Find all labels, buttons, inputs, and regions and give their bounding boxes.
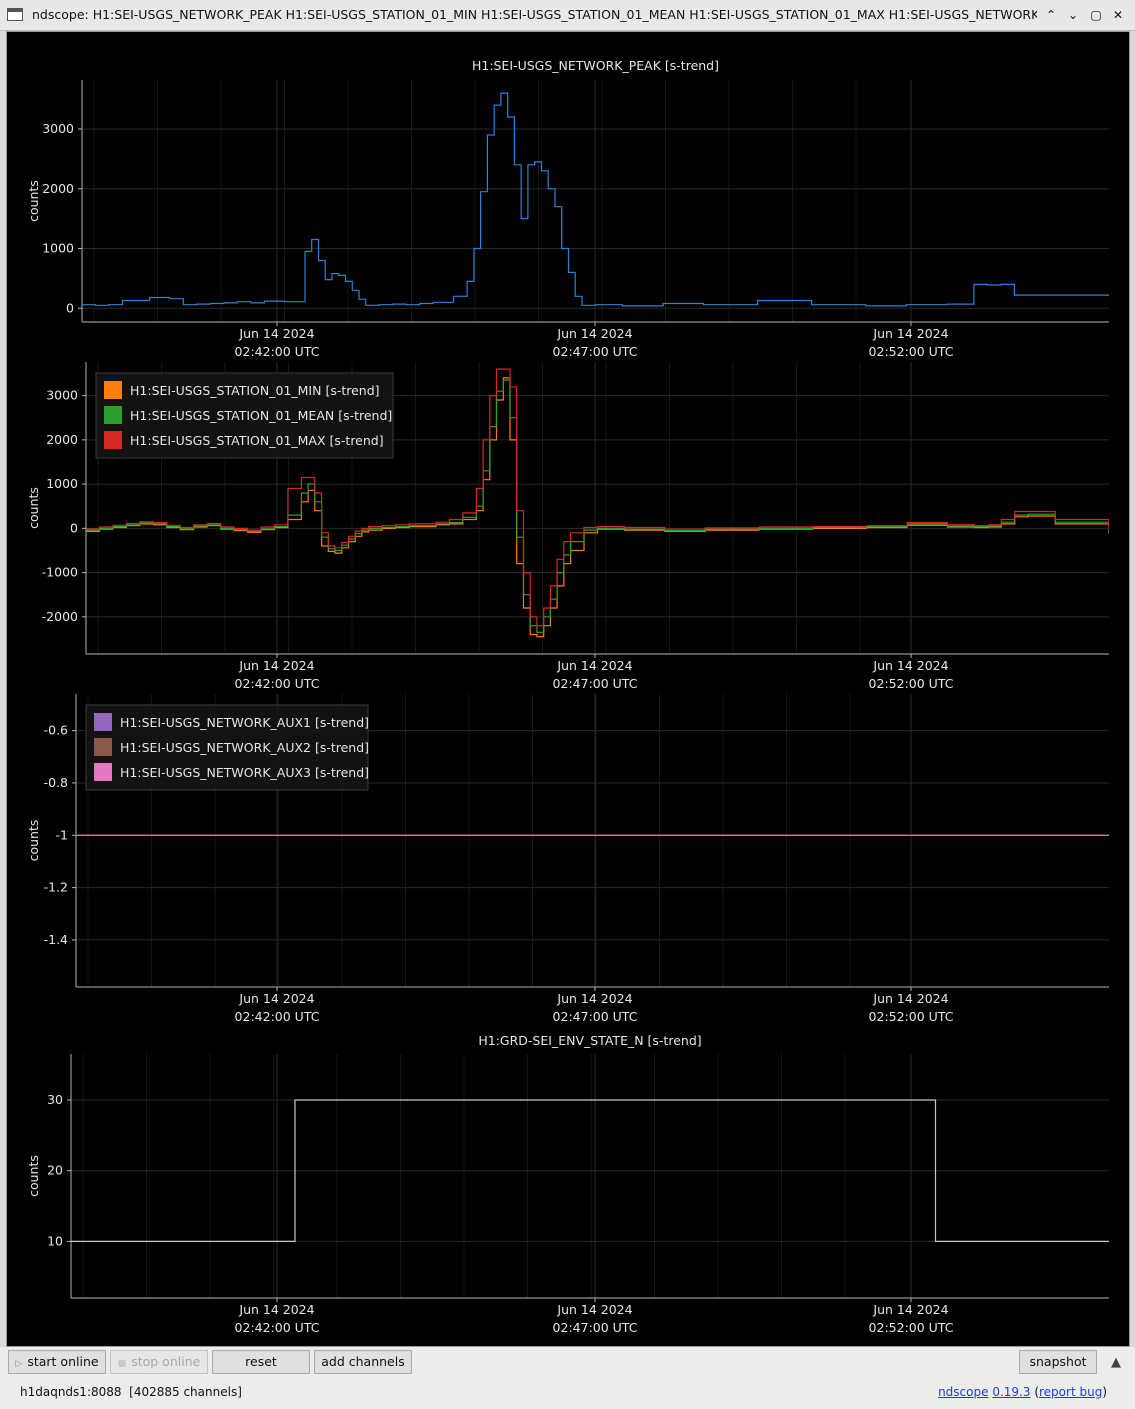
restore-icon[interactable]: ⌄ bbox=[1067, 8, 1079, 22]
y-tick-label: -0.6 bbox=[44, 723, 68, 738]
expand-panel-icon[interactable]: ▲ bbox=[1111, 1355, 1121, 1370]
y-axis-label: counts bbox=[26, 180, 41, 222]
close-icon[interactable]: ✕ bbox=[1112, 8, 1124, 22]
x-tick-date-label: Jun 14 2024 bbox=[872, 326, 948, 341]
y-tick-label: 3000 bbox=[46, 388, 78, 403]
app-window-icon bbox=[7, 8, 23, 21]
legend-entry-label: H1:SEI-USGS_STATION_01_MAX [s-trend] bbox=[130, 433, 384, 448]
legend-entry-label: H1:SEI-USGS_STATION_01_MEAN [s-trend] bbox=[130, 408, 392, 423]
report-bug-link[interactable]: report bug bbox=[1039, 1385, 1103, 1399]
start-online-label: start online bbox=[27, 1354, 99, 1369]
chart-panel-4 bbox=[67, 1054, 1109, 1302]
add-channels-button[interactable]: add channels bbox=[314, 1350, 412, 1374]
chart-title: H1:SEI-USGS_NETWORK_PEAK [s-trend] bbox=[472, 58, 719, 73]
series-line-1 bbox=[71, 1099, 1109, 1242]
x-tick-time-label: 02:52:00 UTC bbox=[869, 1320, 954, 1335]
legend-entry-label: H1:SEI-USGS_STATION_01_MIN [s-trend] bbox=[130, 383, 380, 398]
legend-entry-label: H1:SEI-USGS_NETWORK_AUX3 [s-trend] bbox=[120, 765, 369, 780]
stop-icon: ■ bbox=[117, 1359, 127, 1369]
chart-panel-2 bbox=[82, 362, 1109, 658]
legend-swatch bbox=[94, 713, 112, 731]
chart-panel-3 bbox=[72, 694, 1109, 991]
y-tick-label: -1.4 bbox=[44, 932, 68, 947]
legend-swatch bbox=[94, 738, 112, 756]
x-tick-time-label: 02:42:00 UTC bbox=[235, 344, 320, 359]
y-tick-label: 1000 bbox=[42, 241, 74, 256]
x-tick-time-label: 02:47:00 UTC bbox=[553, 676, 638, 691]
x-tick-time-label: 02:47:00 UTC bbox=[553, 1320, 638, 1335]
version-link[interactable]: 0.19.3 bbox=[992, 1385, 1031, 1399]
bottom-toolbar: ▷ start online ■ stop online reset add cha… bbox=[0, 1347, 1135, 1409]
legend-swatch bbox=[94, 763, 112, 781]
reset-button[interactable]: reset bbox=[212, 1350, 310, 1374]
stop-online-label: stop online bbox=[131, 1354, 201, 1369]
x-tick-time-label: 02:42:00 UTC bbox=[235, 1009, 320, 1024]
ndscope-link[interactable]: ndscope bbox=[938, 1385, 989, 1399]
maximize-icon[interactable]: ▢ bbox=[1090, 8, 1102, 22]
y-tick-label: 3000 bbox=[42, 121, 74, 136]
x-tick-time-label: 02:52:00 UTC bbox=[869, 676, 954, 691]
x-tick-date-label: Jun 14 2024 bbox=[238, 658, 314, 673]
y-tick-label: 2000 bbox=[46, 432, 78, 447]
window-titlebar: ndscope: H1:SEI-USGS_NETWORK_PEAK H1:SEI… bbox=[0, 0, 1135, 31]
y-tick-label: -1000 bbox=[42, 565, 78, 580]
y-tick-label: -1.2 bbox=[44, 880, 68, 895]
x-tick-time-label: 02:42:00 UTC bbox=[235, 1320, 320, 1335]
legend-box bbox=[85, 704, 369, 791]
legend-entry-label: H1:SEI-USGS_NETWORK_AUX2 [s-trend] bbox=[120, 740, 369, 755]
y-tick-label: 0 bbox=[70, 520, 78, 535]
x-tick-date-label: Jun 14 2024 bbox=[556, 991, 632, 1006]
x-tick-time-label: 02:47:00 UTC bbox=[553, 1009, 638, 1024]
y-axis-label: counts bbox=[26, 1155, 41, 1197]
x-tick-date-label: Jun 14 2024 bbox=[556, 658, 632, 673]
chart-title: H1:GRD-SEI_ENV_STATE_N [s-trend] bbox=[478, 1033, 701, 1048]
x-tick-date-label: Jun 14 2024 bbox=[872, 991, 948, 1006]
x-tick-date-label: Jun 14 2024 bbox=[872, 658, 948, 673]
x-tick-date-label: Jun 14 2024 bbox=[238, 991, 314, 1006]
minimize-icon[interactable]: ⌃ bbox=[1045, 8, 1057, 22]
x-tick-date-label: Jun 14 2024 bbox=[556, 1302, 632, 1317]
legend-box bbox=[95, 372, 394, 459]
y-axis-label: counts bbox=[26, 487, 41, 529]
x-tick-date-label: Jun 14 2024 bbox=[238, 326, 314, 341]
y-tick-label: -0.8 bbox=[44, 775, 68, 790]
y-tick-label: 1000 bbox=[46, 476, 78, 491]
plot-area[interactable]: 0 1000 2000 3000 counts Jun 14 2024 02:42:00 U… bbox=[7, 32, 1129, 1346]
stop-online-button[interactable]: ■ stop online bbox=[110, 1350, 208, 1374]
play-icon: ▷ bbox=[15, 1359, 23, 1369]
y-tick-label: 10 bbox=[47, 1233, 63, 1248]
series-line-1 bbox=[82, 92, 1109, 307]
x-tick-date-label: Jun 14 2024 bbox=[238, 1302, 314, 1317]
x-tick-date-label: Jun 14 2024 bbox=[556, 326, 632, 341]
series-line-3 bbox=[86, 368, 1109, 627]
legend-swatch bbox=[104, 431, 122, 449]
server-status: h1daqnds1:8088 [402885 channels] bbox=[20, 1385, 242, 1399]
legend-entry-label: H1:SEI-USGS_NETWORK_AUX1 [s-trend] bbox=[120, 715, 369, 730]
x-tick-time-label: 02:52:00 UTC bbox=[869, 1009, 954, 1024]
x-tick-time-label: 02:42:00 UTC bbox=[235, 676, 320, 691]
version-info: ndscope 0.19.3 (report bug) bbox=[938, 1385, 1107, 1399]
y-tick-label: 0 bbox=[66, 300, 74, 315]
y-tick-label: 2000 bbox=[42, 181, 74, 196]
y-tick-label: 20 bbox=[47, 1163, 63, 1178]
y-axis-label: counts bbox=[26, 820, 41, 862]
window-title: ndscope: H1:SEI-USGS_NETWORK_PEAK H1:SEI… bbox=[32, 7, 1037, 22]
legend-swatch bbox=[104, 381, 122, 399]
snapshot-button[interactable]: snapshot bbox=[1019, 1350, 1097, 1374]
start-online-button[interactable]: ▷ start online bbox=[8, 1350, 106, 1374]
chart-panel-1 bbox=[78, 80, 1109, 326]
y-tick-label: -2000 bbox=[42, 609, 78, 624]
y-tick-label: 30 bbox=[47, 1092, 63, 1107]
legend-swatch bbox=[104, 406, 122, 424]
x-tick-time-label: 02:52:00 UTC bbox=[869, 344, 954, 359]
y-tick-label: -1 bbox=[56, 827, 68, 842]
x-tick-date-label: Jun 14 2024 bbox=[872, 1302, 948, 1317]
x-tick-time-label: 02:47:00 UTC bbox=[553, 344, 638, 359]
